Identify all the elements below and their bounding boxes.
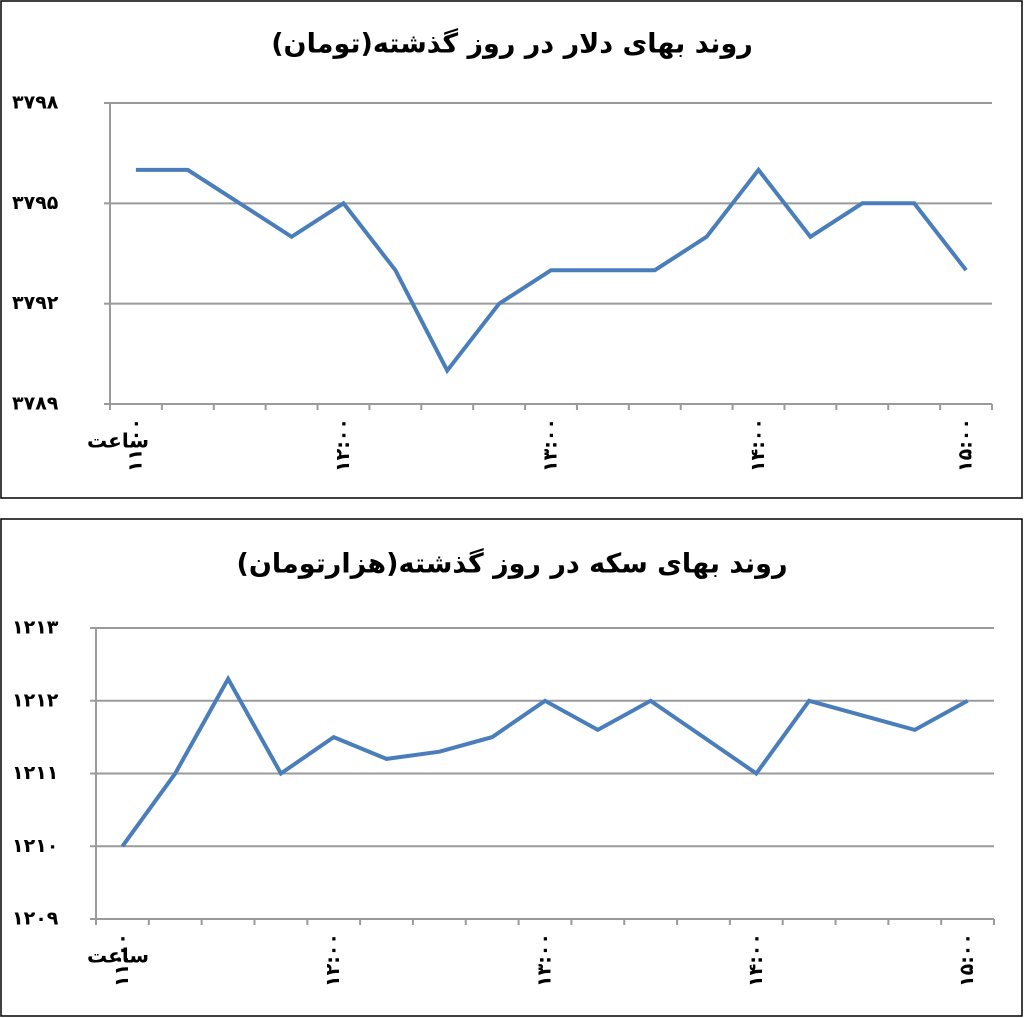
- chart-frame: [0, 518, 1023, 1017]
- x-tick-label: ۱۲:۰۰: [332, 418, 354, 472]
- x-tick-label: ۱۴:۰۰: [745, 933, 767, 987]
- y-tick-label: ۱۲۱۱: [12, 762, 58, 784]
- data-line: [120, 674, 969, 848]
- x-tick-label: ۱۴:۰۰: [747, 418, 769, 472]
- x-axis-label: ساعت: [87, 944, 149, 968]
- chart-title: روند بهای سکه در روز گذشته(هزارتومان): [236, 548, 787, 580]
- y-tick-label: ۱۲۰۹: [12, 908, 59, 930]
- y-tick-label: ۳۷۹۸: [12, 92, 59, 114]
- data-line: [135, 166, 968, 375]
- x-tick-label: ۱۲:۰۰: [322, 933, 344, 987]
- y-tick-label: ۱۲۱۲: [12, 689, 59, 711]
- x-tick-label: ۱۱:۰۰: [124, 418, 146, 472]
- x-tick-label: ۱۳:۰۰: [540, 418, 562, 472]
- x-tick-label: ۱۵:۰۰: [955, 418, 977, 472]
- chart-frame: [0, 0, 1023, 499]
- x-tick-label: ۱۱:۰۰: [111, 933, 133, 987]
- x-tick-label: ۱۳:۰۰: [534, 933, 556, 987]
- y-tick-label: ۳۷۹۵: [12, 192, 59, 214]
- y-tick-label: ۳۷۸۹: [12, 393, 59, 415]
- x-tick-label: ۱۵:۰۰: [956, 933, 978, 987]
- y-tick-label: ۳۷۹۲: [12, 292, 59, 314]
- y-tick-label: ۱۲۱۳: [12, 617, 59, 639]
- chart-title: روند بهای دلار در روز گذشته(تومان): [271, 28, 753, 60]
- x-axis-label: ساعت: [87, 429, 149, 453]
- y-tick-label: ۱۲۱۰: [12, 835, 58, 857]
